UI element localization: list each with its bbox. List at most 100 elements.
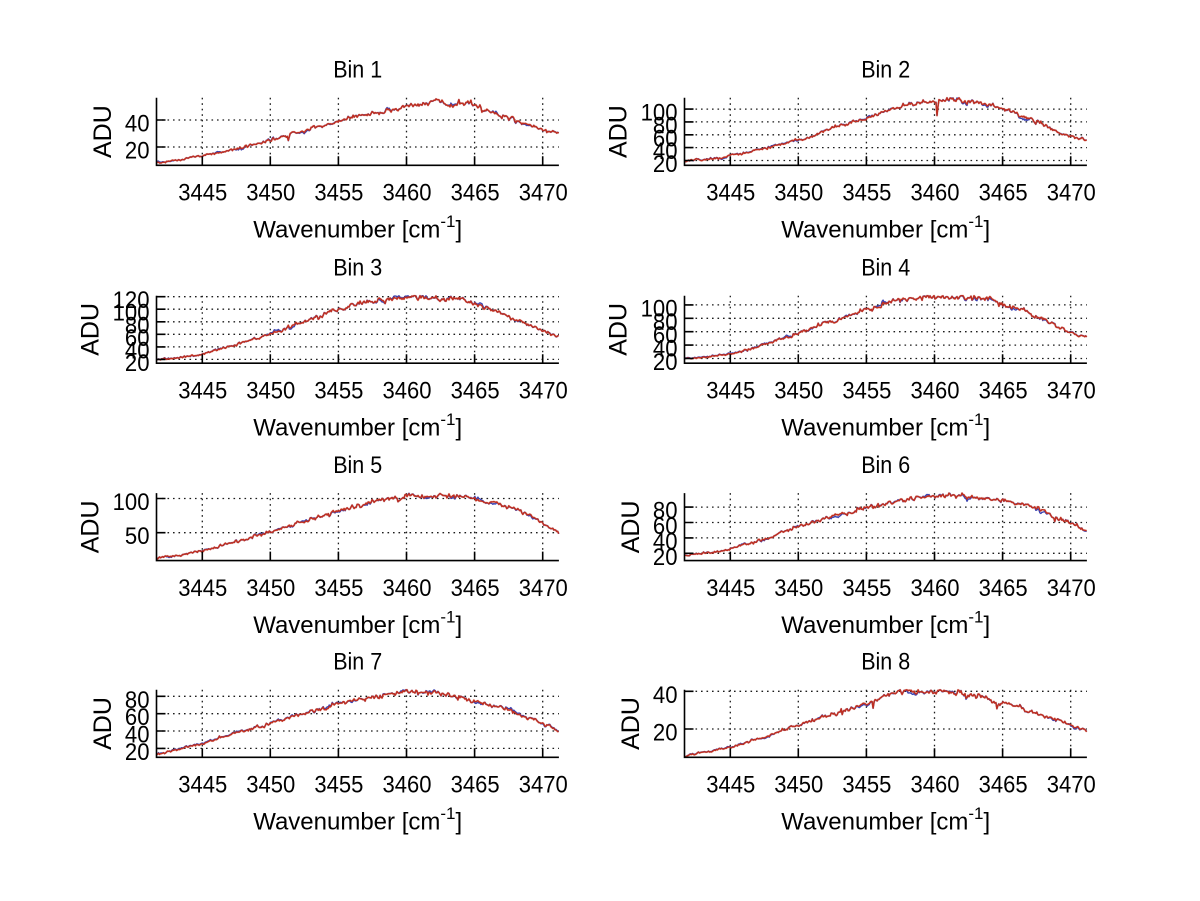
svg-text:Wavenumber [cm-1]: Wavenumber [cm-1] bbox=[253, 410, 462, 442]
svg-text:3445: 3445 bbox=[706, 180, 755, 207]
svg-text:40: 40 bbox=[653, 682, 678, 709]
svg-text:3455: 3455 bbox=[314, 575, 363, 602]
svg-text:3470: 3470 bbox=[519, 772, 568, 799]
svg-text:3455: 3455 bbox=[842, 377, 891, 404]
svg-text:Wavenumber [cm-1]: Wavenumber [cm-1] bbox=[253, 607, 462, 639]
svg-text:20: 20 bbox=[653, 151, 678, 178]
svg-text:3465: 3465 bbox=[979, 772, 1028, 799]
svg-text:100: 100 bbox=[113, 489, 150, 516]
svg-text:40: 40 bbox=[653, 528, 678, 555]
svg-text:3445: 3445 bbox=[178, 772, 227, 799]
svg-text:ADU: ADU bbox=[77, 501, 105, 554]
svg-text:3450: 3450 bbox=[246, 377, 295, 404]
svg-text:3470: 3470 bbox=[1047, 772, 1096, 799]
svg-text:3470: 3470 bbox=[519, 575, 568, 602]
svg-text:40: 40 bbox=[653, 138, 678, 165]
svg-text:60: 60 bbox=[653, 513, 678, 540]
svg-text:Wavenumber [cm-1]: Wavenumber [cm-1] bbox=[781, 804, 990, 836]
svg-text:3460: 3460 bbox=[911, 180, 960, 207]
svg-text:3450: 3450 bbox=[246, 180, 295, 207]
svg-text:3455: 3455 bbox=[314, 772, 363, 799]
svg-text:Bin 1: Bin 1 bbox=[333, 57, 382, 84]
svg-text:3470: 3470 bbox=[1047, 180, 1096, 207]
svg-text:3460: 3460 bbox=[383, 575, 432, 602]
svg-text:3450: 3450 bbox=[246, 772, 295, 799]
svg-text:3465: 3465 bbox=[451, 575, 500, 602]
svg-text:Wavenumber [cm-1]: Wavenumber [cm-1] bbox=[253, 804, 462, 836]
svg-text:100: 100 bbox=[641, 295, 678, 322]
svg-text:60: 60 bbox=[653, 125, 678, 152]
svg-text:3460: 3460 bbox=[911, 772, 960, 799]
svg-text:3470: 3470 bbox=[1047, 377, 1096, 404]
svg-text:40: 40 bbox=[653, 336, 678, 363]
svg-text:Wavenumber [cm-1]: Wavenumber [cm-1] bbox=[781, 607, 990, 639]
svg-text:20: 20 bbox=[125, 350, 150, 377]
svg-text:100: 100 bbox=[113, 300, 150, 327]
svg-text:3445: 3445 bbox=[706, 377, 755, 404]
svg-text:ADU: ADU bbox=[617, 501, 645, 554]
svg-text:60: 60 bbox=[125, 704, 150, 731]
svg-text:3450: 3450 bbox=[774, 377, 823, 404]
svg-text:Bin 4: Bin 4 bbox=[861, 255, 910, 282]
svg-text:20: 20 bbox=[125, 138, 150, 165]
svg-text:ADU: ADU bbox=[617, 697, 645, 750]
svg-text:3450: 3450 bbox=[774, 180, 823, 207]
svg-text:50: 50 bbox=[125, 523, 150, 550]
svg-text:40: 40 bbox=[125, 337, 150, 364]
svg-text:80: 80 bbox=[125, 687, 150, 714]
svg-text:100: 100 bbox=[641, 100, 678, 127]
svg-text:3460: 3460 bbox=[911, 377, 960, 404]
svg-text:3455: 3455 bbox=[314, 180, 363, 207]
svg-text:Wavenumber [cm-1]: Wavenumber [cm-1] bbox=[781, 410, 990, 442]
svg-text:ADU: ADU bbox=[89, 697, 117, 750]
svg-text:3470: 3470 bbox=[519, 180, 568, 207]
svg-text:3445: 3445 bbox=[178, 575, 227, 602]
svg-text:80: 80 bbox=[125, 312, 150, 339]
svg-text:3455: 3455 bbox=[314, 377, 363, 404]
svg-text:3465: 3465 bbox=[451, 180, 500, 207]
svg-text:20: 20 bbox=[125, 739, 150, 766]
svg-text:3470: 3470 bbox=[519, 377, 568, 404]
svg-text:20: 20 bbox=[653, 349, 678, 376]
svg-text:40: 40 bbox=[125, 111, 150, 138]
svg-text:Bin 7: Bin 7 bbox=[333, 649, 382, 676]
svg-text:3445: 3445 bbox=[178, 180, 227, 207]
svg-text:3455: 3455 bbox=[842, 180, 891, 207]
svg-text:80: 80 bbox=[653, 112, 678, 139]
svg-text:3450: 3450 bbox=[774, 772, 823, 799]
svg-text:3460: 3460 bbox=[383, 772, 432, 799]
svg-text:ADU: ADU bbox=[77, 303, 105, 356]
svg-text:3450: 3450 bbox=[774, 575, 823, 602]
svg-text:3465: 3465 bbox=[451, 772, 500, 799]
svg-text:Bin 3: Bin 3 bbox=[333, 255, 382, 282]
svg-text:3450: 3450 bbox=[246, 575, 295, 602]
svg-text:Wavenumber [cm-1]: Wavenumber [cm-1] bbox=[781, 212, 990, 244]
svg-text:120: 120 bbox=[113, 287, 150, 314]
svg-text:40: 40 bbox=[125, 722, 150, 749]
svg-text:ADU: ADU bbox=[89, 105, 117, 158]
svg-text:3465: 3465 bbox=[979, 180, 1028, 207]
svg-text:Bin 2: Bin 2 bbox=[861, 57, 910, 84]
svg-text:80: 80 bbox=[653, 309, 678, 336]
svg-text:3465: 3465 bbox=[979, 377, 1028, 404]
svg-text:3445: 3445 bbox=[706, 575, 755, 602]
svg-text:Bin 6: Bin 6 bbox=[861, 452, 910, 479]
svg-text:3460: 3460 bbox=[383, 377, 432, 404]
svg-text:3460: 3460 bbox=[911, 575, 960, 602]
svg-text:3445: 3445 bbox=[178, 377, 227, 404]
svg-text:Wavenumber [cm-1]: Wavenumber [cm-1] bbox=[253, 212, 462, 244]
svg-text:ADU: ADU bbox=[605, 303, 633, 356]
svg-text:60: 60 bbox=[125, 325, 150, 352]
svg-text:3465: 3465 bbox=[979, 575, 1028, 602]
svg-text:Bin 5: Bin 5 bbox=[333, 452, 382, 479]
svg-text:3470: 3470 bbox=[1047, 575, 1096, 602]
svg-text:3455: 3455 bbox=[842, 575, 891, 602]
svg-text:80: 80 bbox=[653, 498, 678, 525]
svg-text:3460: 3460 bbox=[383, 180, 432, 207]
svg-text:Bin 8: Bin 8 bbox=[861, 649, 910, 676]
svg-text:20: 20 bbox=[653, 544, 678, 571]
svg-text:ADU: ADU bbox=[605, 105, 633, 158]
svg-text:3445: 3445 bbox=[706, 772, 755, 799]
svg-text:60: 60 bbox=[653, 322, 678, 349]
svg-text:3465: 3465 bbox=[451, 377, 500, 404]
